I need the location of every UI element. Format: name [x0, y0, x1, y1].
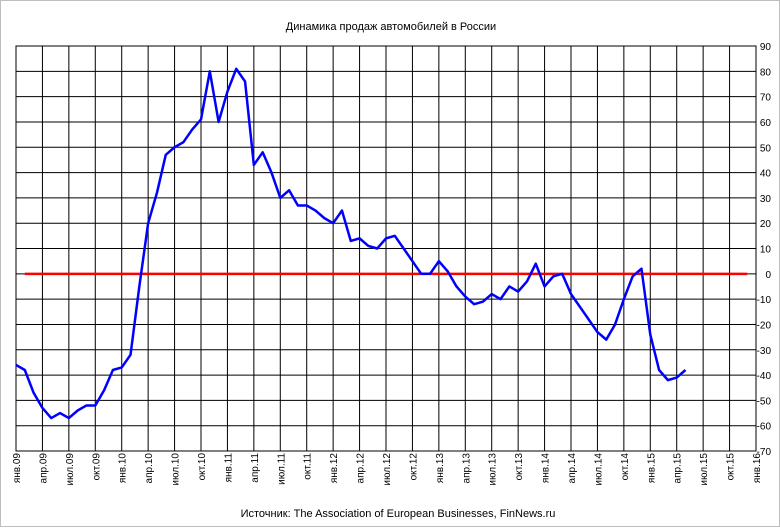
y-tick-label: 0	[765, 270, 771, 281]
y-tick-label: -20	[757, 320, 772, 331]
x-tick-label: окт.13	[514, 453, 525, 481]
y-tick-label: 90	[760, 42, 772, 53]
x-tick-label: июл.13	[488, 453, 499, 486]
x-tick-label: янв.11	[223, 453, 234, 483]
plot-border	[15, 45, 757, 452]
y-tick-label: -50	[757, 396, 772, 407]
x-tick-label: янв.09	[12, 453, 23, 484]
y-tick-label: 20	[760, 219, 772, 230]
source-caption: Источник: The Association of European Bu…	[241, 508, 556, 520]
x-tick-label: янв.13	[435, 453, 446, 484]
grid	[15, 45, 757, 452]
y-tick-label: 10	[760, 245, 772, 256]
y-tick-label: 50	[760, 143, 772, 154]
y-tick-label: 40	[760, 169, 772, 180]
y-tick-label: -40	[757, 371, 772, 382]
y-tick-label: 30	[760, 194, 772, 205]
x-tick-label: окт.09	[91, 453, 102, 481]
x-tick-label: окт.14	[620, 453, 631, 481]
x-tick-label: окт.12	[408, 453, 419, 481]
y-tick-label: -60	[757, 422, 772, 433]
series-group	[15, 67, 687, 420]
x-tick-label: окт.11	[303, 453, 314, 480]
x-tick-label: апр.12	[356, 453, 367, 484]
chart-title: Динамика продаж автомобилей в России	[286, 21, 496, 33]
y-tick-label: 60	[760, 118, 772, 129]
x-tick-label: апр.10	[144, 453, 155, 484]
y-tick-label: -70	[757, 447, 772, 458]
y-axis-ticks: 90 80 70 60 50 40 30 20 10 0 -10 -20 -30 -40 -50 -60 -70	[757, 42, 772, 458]
x-tick-label: янв.16	[752, 453, 763, 484]
x-tick-label: апр.14	[567, 453, 578, 484]
x-tick-label: апр.15	[673, 453, 684, 484]
x-tick-label: июл.11	[276, 453, 287, 485]
x-tick-label: янв.12	[329, 453, 340, 484]
x-tick-label: янв.15	[646, 453, 657, 484]
x-tick-label: апр.13	[461, 453, 472, 484]
x-tick-label: окт.15	[726, 453, 737, 481]
x-tick-label: янв.14	[541, 453, 552, 484]
y-tick-label: 80	[760, 67, 772, 78]
x-tick-label: июл.14	[593, 453, 604, 486]
y-tick-label: -30	[757, 346, 772, 357]
x-tick-label: окт.10	[197, 453, 208, 481]
x-axis-ticks: янв.09 апр.09 июл.09 окт.09 янв.10 апр.10 июл.…	[12, 453, 763, 486]
x-tick-label: апр.09	[38, 453, 49, 484]
x-tick-label: июл.10	[171, 453, 182, 486]
x-tick-label: июл.09	[65, 453, 76, 486]
y-tick-label: -10	[757, 295, 772, 306]
x-tick-label: апр.11	[250, 453, 261, 483]
sales-series-line	[15, 67, 687, 420]
x-tick-label: янв.10	[118, 453, 129, 484]
x-tick-label: июл.12	[382, 453, 393, 486]
x-tick-label: июл.15	[699, 453, 710, 486]
y-tick-label: 70	[760, 93, 772, 104]
